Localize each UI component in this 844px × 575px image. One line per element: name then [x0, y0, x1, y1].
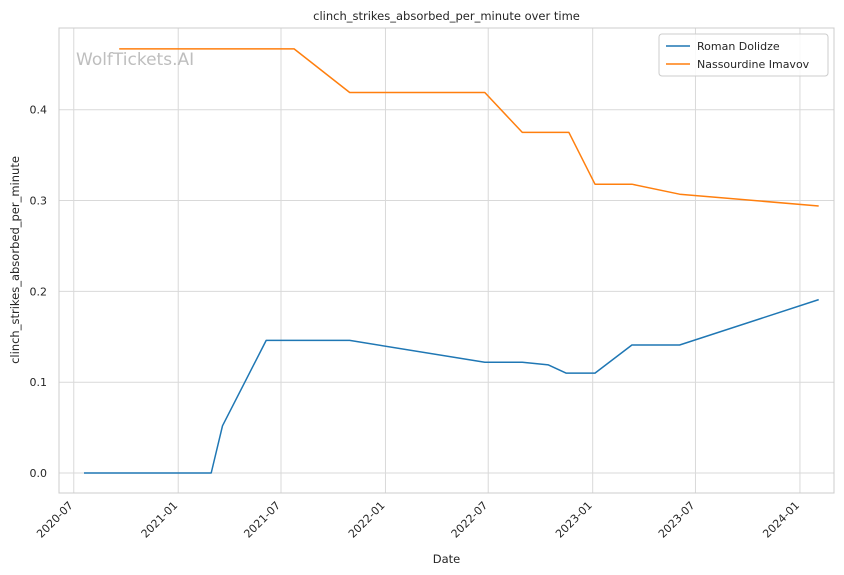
x-tick-label: 2022-07: [449, 499, 491, 541]
watermark: WolfTickets.AI: [76, 50, 194, 70]
y-tick-label: 0.2: [30, 285, 48, 298]
y-tick-labels: 0.0 0.1 0.2 0.3 0.4: [30, 104, 48, 480]
x-axis-label: Date: [433, 552, 461, 566]
grid-lines: [59, 28, 834, 493]
series-line-roman-dolidze: [84, 298, 819, 474]
legend-box: [658, 33, 829, 77]
x-tick-label: 2023-07: [656, 499, 698, 541]
y-tick-label: 0.0: [30, 467, 48, 480]
y-axis-label: clinch_strikes_absorbed_per_minute: [8, 156, 22, 364]
y-tick-label: 0.1: [30, 376, 48, 389]
plot-area-frame: [58, 27, 835, 494]
series-layer: [84, 48, 819, 474]
x-tick-labels: 2020-07 2021-01 2021-07 2022-01 2022-07 2023-…: [34, 499, 802, 541]
x-tick-label: 2020-07: [34, 499, 76, 541]
y-tick-label: 0.4: [30, 104, 48, 117]
legend-label-roman-dolidze: Roman Dolidze: [697, 40, 780, 53]
x-tick-label: 2024-01: [760, 499, 802, 541]
x-tick-label: 2023-01: [553, 499, 595, 541]
y-tick-label: 0.3: [30, 195, 48, 208]
legend: Roman Dolidze Nassourdine Imavov: [658, 33, 829, 77]
chart-title: clinch_strikes_absorbed_per_minute over …: [313, 9, 580, 23]
x-tick-label: 2021-07: [241, 499, 283, 541]
x-tick-label: 2022-01: [346, 499, 388, 541]
x-tick-label: 2021-01: [139, 499, 181, 541]
series-line-nassourdine-imavov: [119, 48, 819, 207]
legend-label-nassourdine-imavov: Nassourdine Imavov: [697, 58, 810, 71]
